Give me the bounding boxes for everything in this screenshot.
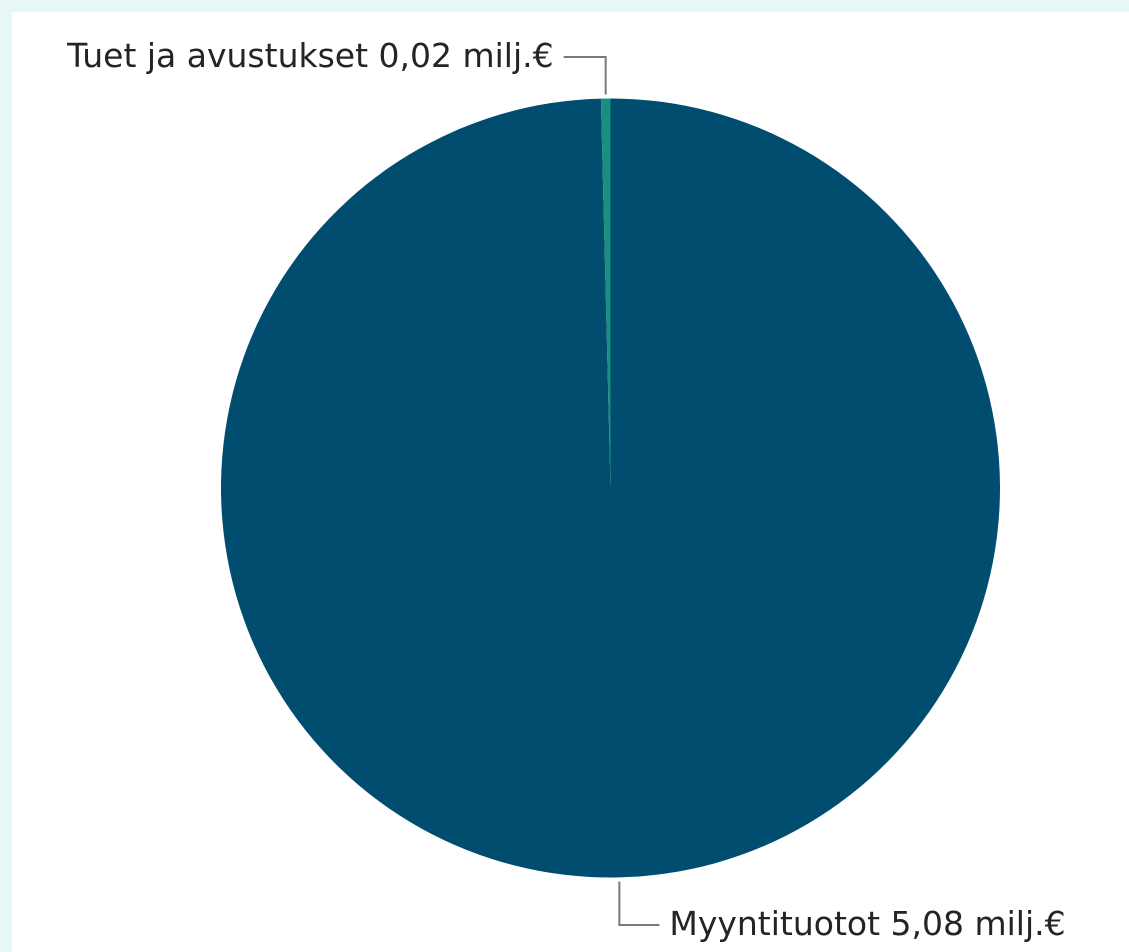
leader-line xyxy=(563,56,607,95)
value-label: 5,08 milj.€ xyxy=(891,904,1066,943)
pie-slice xyxy=(600,98,611,488)
value-label: 0,02 milj.€ xyxy=(379,36,554,75)
data-label: Myyntituotot 5,08 milj.€ xyxy=(669,904,1065,943)
leader-line xyxy=(618,881,660,926)
category-label: Myyntituotot xyxy=(669,904,880,943)
pie-slice xyxy=(221,98,1001,878)
data-label: Tuet ja avustukset 0,02 milj.€ xyxy=(66,36,554,75)
category-label: Tuet ja avustukset xyxy=(66,36,368,75)
